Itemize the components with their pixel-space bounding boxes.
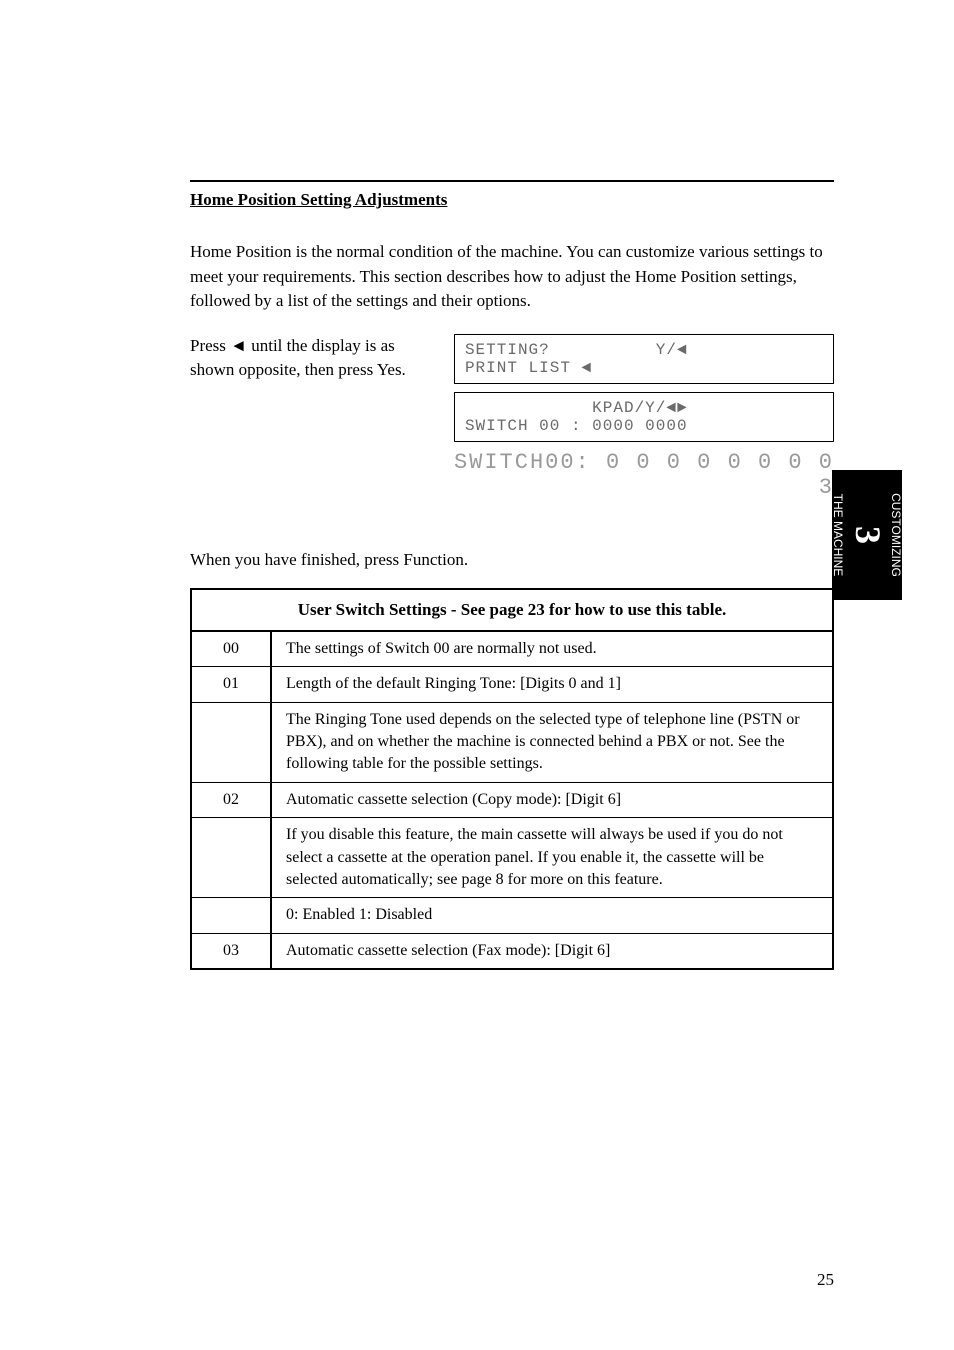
- switch-number-cell: 03: [191, 933, 271, 969]
- switch-number-cell: [191, 702, 271, 782]
- step-1-row: Press ◄ until the display is as shown op…: [190, 334, 834, 520]
- mono-line1: SWITCH00: 0 0 0 0 0 0 0 0: [454, 450, 834, 475]
- left-triangle-icon: ◄: [230, 336, 247, 355]
- switch-number-cell: 01: [191, 667, 271, 702]
- end-paragraph: When you have finished, press Function.: [190, 550, 834, 570]
- lcd1-line1-right: Y/◄: [656, 341, 688, 359]
- setting-text-cell: 0: Enabled 1: Disabled: [271, 898, 833, 933]
- setting-text-cell: If you disable this feature, the main ca…: [271, 818, 833, 898]
- setting-text-cell: Automatic cassette selection (Copy mode)…: [271, 782, 833, 817]
- setting-text-cell: The Ringing Tone used depends on the sel…: [271, 702, 833, 782]
- settings-table: 00The settings of Switch 00 are normally…: [190, 630, 834, 970]
- table-header-row: User Switch Settings - See page 23 for h…: [191, 589, 833, 631]
- user-switch-header-table: User Switch Settings - See page 23 for h…: [190, 588, 834, 632]
- intro-paragraph: Home Position is the normal condition of…: [190, 240, 834, 314]
- lcd1-line2: PRINT LIST ◄: [465, 359, 592, 377]
- step-1-text: Press ◄ until the display is as shown op…: [190, 334, 424, 382]
- step-1-pre: Press: [190, 336, 230, 355]
- switch-number-cell: [191, 818, 271, 898]
- table-row: 01Length of the default Ringing Tone: [D…: [191, 667, 833, 702]
- lcd-display-2: KPAD/Y/◄► SWITCH 00 : 0000 0000: [454, 392, 834, 442]
- mono-indicator: SWITCH00: 0 0 0 0 0 0 0 0 3: [454, 450, 834, 500]
- side-tab-inner: CUSTOMIZING 3 THE MACHINE: [831, 493, 903, 577]
- switch-number-cell: 00: [191, 631, 271, 667]
- table-row: The Ringing Tone used depends on the sel…: [191, 702, 833, 782]
- side-tab-label-bottom: THE MACHINE: [831, 494, 845, 577]
- lcd2-line1-right: KPAD/Y/◄►: [592, 399, 687, 417]
- mono-line2: 3: [454, 475, 834, 500]
- table-header-cell: User Switch Settings - See page 23 for h…: [191, 589, 833, 631]
- section-rule: [190, 180, 834, 182]
- setting-text-cell: Automatic cassette selection (Fax mode):…: [271, 933, 833, 969]
- table-row: 03Automatic cassette selection (Fax mode…: [191, 933, 833, 969]
- page-number: 25: [817, 1270, 834, 1290]
- section-heading: Home Position Setting Adjustments: [190, 190, 834, 210]
- side-tab-number: 3: [845, 526, 888, 544]
- lcd1-line1-left: SETTING?: [465, 341, 550, 359]
- table-row: 02Automatic cassette selection (Copy mod…: [191, 782, 833, 817]
- lcd-column: SETTING? Y/◄ PRINT LIST ◄ KPAD/Y/◄► SWIT…: [454, 334, 834, 520]
- setting-text-cell: The settings of Switch 00 are normally n…: [271, 631, 833, 667]
- setting-text-cell: Length of the default Ringing Tone: [Dig…: [271, 667, 833, 702]
- table-row: 0: Enabled 1: Disabled: [191, 898, 833, 933]
- switch-number-cell: 02: [191, 782, 271, 817]
- switch-number-cell: [191, 898, 271, 933]
- side-tab-label-top: CUSTOMIZING: [889, 493, 903, 577]
- side-tab: CUSTOMIZING 3 THE MACHINE: [832, 470, 902, 600]
- table-row: 00The settings of Switch 00 are normally…: [191, 631, 833, 667]
- lcd2-line2: SWITCH 00 : 0000 0000: [465, 417, 688, 435]
- page-container: Home Position Setting Adjustments Home P…: [0, 0, 954, 1350]
- lcd-display-1: SETTING? Y/◄ PRINT LIST ◄: [454, 334, 834, 384]
- table-row: If you disable this feature, the main ca…: [191, 818, 833, 898]
